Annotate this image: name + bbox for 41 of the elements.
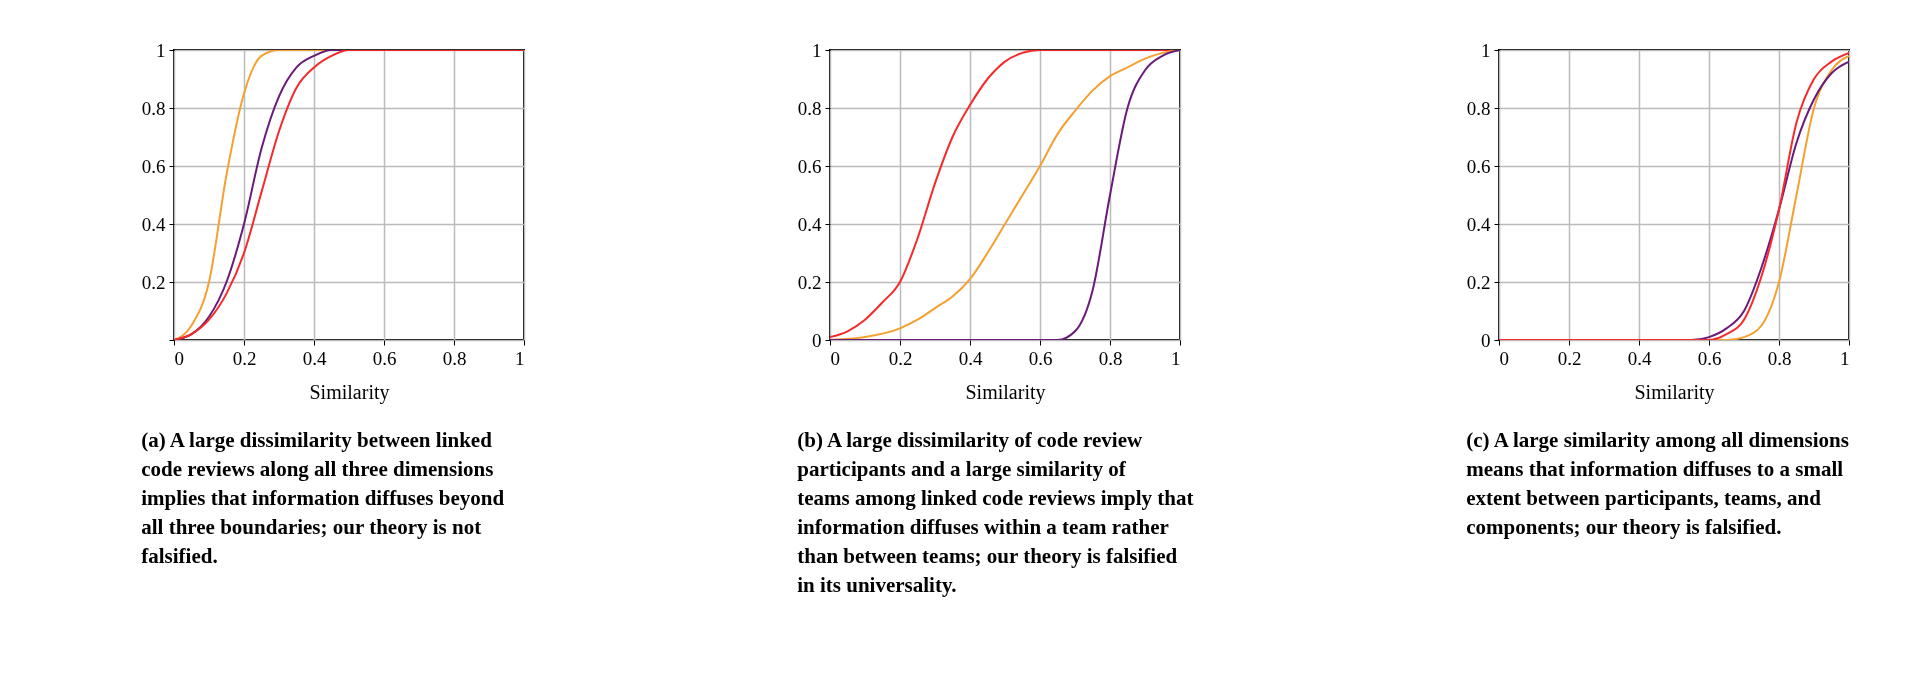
x-tick-label: 0.4 [302, 347, 327, 369]
x-tick-label: 0.8 [1098, 347, 1123, 369]
x-tick-label: 0.6 [1028, 347, 1053, 369]
x-tick-label: 0.8 [1767, 347, 1792, 369]
x-tick-label: 1 [515, 347, 525, 369]
y-tick-label: 0.2 [141, 271, 166, 293]
y-tick-label: 0.8 [797, 97, 822, 119]
y-tick-label: 0.2 [797, 271, 822, 293]
y-tick-label: 0.6 [1466, 155, 1491, 177]
y-tick-label: 0.2 [1466, 271, 1491, 293]
x-tick-label: 0 [830, 347, 840, 369]
y-tick-label: 0.6 [141, 155, 166, 177]
x-tick-label: 0 [1499, 347, 1509, 369]
x-tick-label: 0.6 [372, 347, 397, 369]
x-axis-title: Similarity [309, 380, 390, 404]
x-tick-label: 1 [1840, 347, 1850, 369]
x-tick-label: 0.4 [1627, 347, 1652, 369]
x-tick-label: 0 [174, 347, 184, 369]
y-tick-label: 0.8 [1466, 97, 1491, 119]
y-tick-label: 0 [812, 329, 822, 351]
x-tick-label: 0.2 [1557, 347, 1582, 369]
x-tick-label: 0.2 [232, 347, 257, 369]
x-tick-label: 0.2 [888, 347, 913, 369]
y-tick-label: 0.8 [141, 97, 166, 119]
y-tick-label: 1 [812, 39, 822, 61]
y-tick-label: 0.4 [1466, 213, 1491, 235]
y-tick-label: 1 [156, 39, 166, 61]
y-tick-label: 0.6 [797, 155, 822, 177]
x-tick-label: 0.6 [1697, 347, 1722, 369]
x-tick-label: 0.8 [442, 347, 467, 369]
text: (b) A large dissimilarity of code review participants and a large similarity of teams among linked code reviews imply that information diffuses within a team rather than between teams; our theory is falsified in its universality. [797, 428, 1194, 597]
text: (a) A large dissimilarity between linked code reviews along all three dimensions implies that information diffuses beyond all three boundaries; our theory is not falsified. [141, 428, 505, 568]
y-tick-label: 0 [1481, 329, 1491, 351]
x-axis-title: Similarity [1634, 380, 1715, 404]
x-tick-label: 1 [1171, 347, 1181, 369]
y-tick-label: 0.4 [141, 213, 166, 235]
y-tick-label: 0.4 [797, 213, 822, 235]
y-tick-label: 1 [1481, 39, 1491, 61]
x-axis-title: Similarity [965, 380, 1046, 404]
text: (c) A large similarity among all dimensions means that information diffuses to a small extent between participants, teams, and components; our theory is falsified. [1466, 428, 1849, 539]
x-tick-label: 0.4 [958, 347, 983, 369]
